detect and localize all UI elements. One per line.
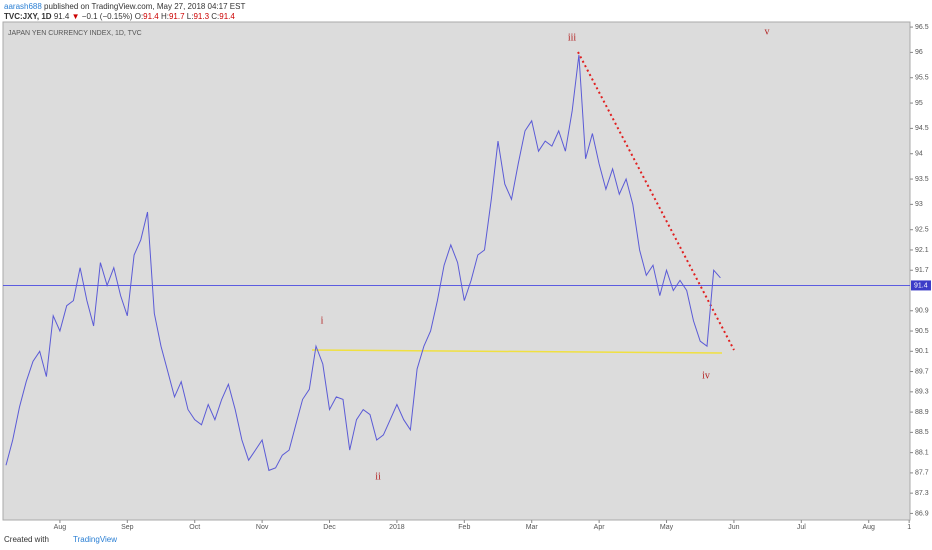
y-tick-label: 87.3 [915,490,929,497]
y-tick-label: 94.5 [915,125,929,132]
y-tick-label: 96 [915,49,923,56]
x-tick-label: May [660,524,674,531]
x-tick-label: Dec [323,524,336,531]
x-tick-label: Aug [862,524,875,531]
price-line [5,54,721,472]
x-tick-label: Jun [728,524,739,531]
support-line [311,349,723,354]
symbol: TVC:JXY, 1D [4,12,52,21]
y-tick-label: 92.1 [915,247,929,254]
ohlc-key: H: [161,12,169,21]
y-tick-label: 93.5 [915,176,929,183]
x-tick-label: Oct [189,524,200,531]
x-tick-label: Nov [256,524,269,531]
last: 91.4 [54,12,70,21]
symbol-line: TVC:JXY, 1D 91.4 ▼ −0.1 (−0.15%) O:91.4 … [4,12,235,21]
x-tick-label: Apr [594,524,606,531]
y-tick-label: 88.1 [915,449,929,456]
wave-label: v [765,26,770,37]
ohlc-val: 91.3 [193,12,209,21]
y-tick-label: 86.9 [915,510,929,517]
x-tick-label: 1 [907,524,911,531]
last-price-box [911,280,931,291]
ohlc-val: 91.4 [143,12,159,21]
y-tick-label: 90.1 [915,348,929,355]
y-tick-label: 95.5 [915,75,929,82]
ohlc-key: C: [211,12,219,21]
y-tick-label: 90.9 [915,308,929,315]
y-tick-label: 91.7 [915,267,929,274]
y-tick-label: 95 [915,100,923,107]
ohlc-key: L: [187,12,194,21]
x-tick-label: Feb [458,524,470,531]
header-line: aarash688 published on TradingView.com, … [4,2,245,11]
y-tick-label: 87.7 [915,470,929,477]
last-price-label: 91.4 [914,282,928,289]
plot: 96.5 96 95.5 95 94.5 94 93.5 93 92.5 92.1 91.7 90.9… [3,24,931,531]
y-tick-label: 89.7 [915,368,929,375]
ohlc-val: 91.7 [169,12,185,21]
chart-title: JAPAN YEN CURRENCY INDEX, 1D, TVC [8,30,142,37]
arrow: ▼ [72,12,80,21]
y-tick-label: 92.5 [915,227,929,234]
x-tick-label: Mar [526,524,539,531]
wave-label: iii [568,32,577,43]
wave-label: iv [702,370,710,381]
change: −0.1 (−0.15%) [82,12,133,21]
footer-brand: TradingView [73,535,117,544]
plot-area [2,21,911,521]
wave-label: i [321,315,324,326]
trend-line [577,51,735,351]
x-tick-label: 2018 [389,524,405,531]
y-tick-label: 88.9 [915,409,929,416]
y-tick-label: 94 [915,151,923,158]
y-tick-label: 90.5 [915,328,929,335]
y-tick-label: 89.3 [915,389,929,396]
x-tick-label: Aug [54,524,67,531]
ohlc-key: O: [135,12,143,21]
author: aarash688 [4,2,42,11]
published: published on TradingView.com, May 27, 20… [44,2,245,11]
y-tick-label: 88.5 [915,429,929,436]
x-tick-label: Jul [797,524,806,531]
y-tick-label: 93 [915,201,923,208]
wave-label: ii [375,471,381,482]
y-tick-label: 96.5 [915,24,929,31]
x-tick-label: Sep [121,524,134,531]
ohlc-val: 91.4 [219,12,235,21]
footer-created: Created with [4,535,49,544]
